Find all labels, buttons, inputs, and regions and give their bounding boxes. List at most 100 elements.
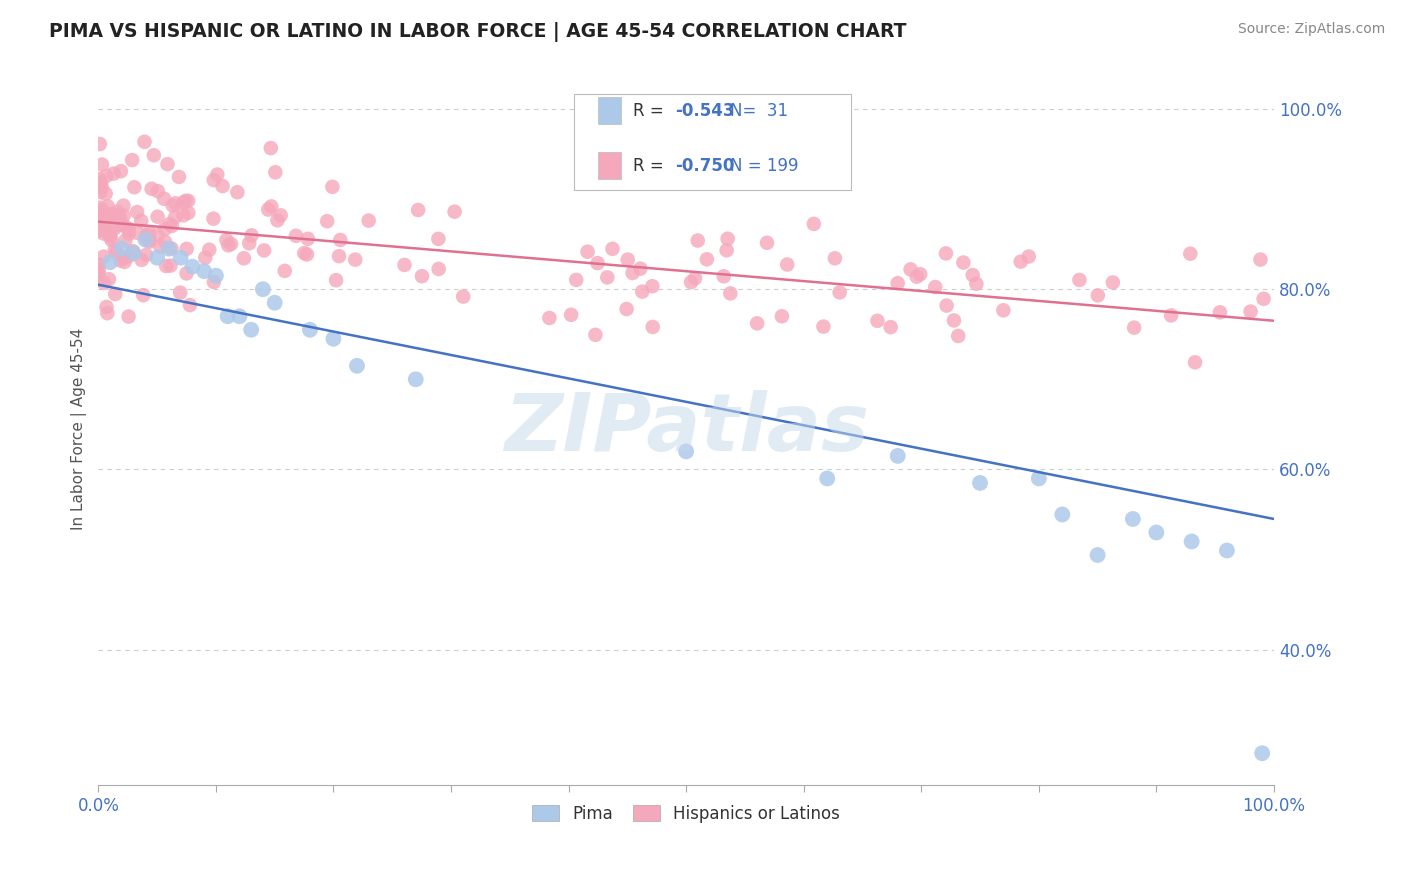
Point bbox=[87, 212, 110, 227]
FancyBboxPatch shape bbox=[598, 97, 621, 124]
Point bbox=[136, 227, 159, 242]
Point bbox=[89, 136, 111, 151]
Point bbox=[631, 285, 654, 299]
Point bbox=[87, 219, 110, 234]
Point bbox=[924, 280, 946, 294]
Point bbox=[198, 243, 221, 257]
Point bbox=[89, 203, 111, 218]
Point bbox=[138, 235, 160, 249]
Point bbox=[226, 186, 249, 200]
Text: R =: R = bbox=[633, 156, 669, 175]
Point bbox=[717, 232, 740, 246]
Point bbox=[316, 214, 339, 228]
Point bbox=[405, 372, 427, 386]
Point bbox=[93, 227, 115, 241]
Point bbox=[134, 233, 156, 247]
Point bbox=[621, 266, 644, 280]
Point bbox=[96, 224, 118, 238]
Point bbox=[716, 244, 738, 258]
Point bbox=[1144, 525, 1167, 540]
Point bbox=[1209, 305, 1232, 319]
Point bbox=[1069, 273, 1091, 287]
Point bbox=[217, 310, 239, 324]
Point bbox=[146, 184, 169, 198]
Point bbox=[948, 329, 970, 343]
Point bbox=[131, 252, 153, 267]
Point bbox=[232, 252, 254, 266]
Point bbox=[297, 232, 319, 246]
Point bbox=[177, 206, 200, 220]
Point bbox=[1087, 288, 1109, 302]
Point bbox=[138, 226, 160, 240]
Point bbox=[215, 233, 238, 247]
Point bbox=[1018, 250, 1040, 264]
Point bbox=[228, 310, 250, 324]
Point bbox=[169, 285, 191, 300]
Point bbox=[1087, 548, 1109, 562]
Point bbox=[908, 267, 931, 281]
Point bbox=[298, 323, 321, 337]
Point bbox=[127, 205, 149, 219]
Point bbox=[153, 192, 176, 206]
Text: -0.543: -0.543 bbox=[675, 102, 735, 120]
Point bbox=[202, 173, 225, 187]
Point bbox=[160, 219, 183, 233]
Point bbox=[114, 255, 136, 269]
Point bbox=[124, 180, 146, 194]
Point bbox=[181, 260, 204, 274]
Point bbox=[696, 252, 718, 267]
Point bbox=[103, 207, 125, 221]
Point bbox=[641, 279, 664, 293]
FancyBboxPatch shape bbox=[575, 95, 851, 190]
Point bbox=[87, 272, 110, 286]
Point bbox=[905, 269, 928, 284]
FancyBboxPatch shape bbox=[598, 152, 621, 179]
Point bbox=[179, 298, 201, 312]
Point bbox=[1249, 252, 1271, 267]
Point bbox=[935, 246, 957, 260]
Point bbox=[240, 228, 263, 243]
Point bbox=[122, 244, 145, 259]
Point bbox=[411, 269, 433, 284]
Point bbox=[96, 169, 118, 183]
Point bbox=[176, 267, 198, 281]
Point bbox=[159, 259, 181, 273]
Point bbox=[1216, 543, 1239, 558]
Point bbox=[93, 214, 115, 228]
Point bbox=[427, 232, 450, 246]
Point bbox=[96, 300, 118, 314]
Point bbox=[824, 252, 846, 266]
Point bbox=[159, 217, 181, 231]
Point bbox=[100, 233, 122, 247]
Point bbox=[641, 320, 664, 334]
Point bbox=[219, 237, 242, 252]
Point bbox=[866, 314, 889, 328]
Point bbox=[1253, 292, 1275, 306]
Point bbox=[98, 255, 121, 269]
Point bbox=[596, 270, 619, 285]
Point bbox=[97, 272, 120, 286]
Point bbox=[770, 310, 793, 324]
Point bbox=[1184, 355, 1206, 369]
Y-axis label: In Labor Force | Age 45-54: In Labor Force | Age 45-54 bbox=[72, 327, 87, 530]
Point bbox=[240, 323, 263, 337]
Point bbox=[202, 275, 225, 289]
Point bbox=[776, 258, 799, 272]
Point bbox=[1101, 276, 1123, 290]
Point bbox=[118, 249, 141, 263]
Point bbox=[756, 235, 779, 250]
Point bbox=[108, 210, 131, 224]
Text: ZIPatlas: ZIPatlas bbox=[503, 390, 869, 468]
Point bbox=[900, 262, 922, 277]
Point bbox=[132, 288, 155, 302]
Point bbox=[886, 276, 908, 290]
Point bbox=[127, 226, 149, 240]
Point bbox=[238, 236, 260, 251]
Point bbox=[346, 359, 368, 373]
Point bbox=[93, 211, 115, 226]
Point bbox=[942, 313, 965, 327]
Point bbox=[134, 135, 156, 149]
Point bbox=[1052, 508, 1074, 522]
Point bbox=[146, 210, 169, 224]
Point bbox=[89, 201, 111, 215]
